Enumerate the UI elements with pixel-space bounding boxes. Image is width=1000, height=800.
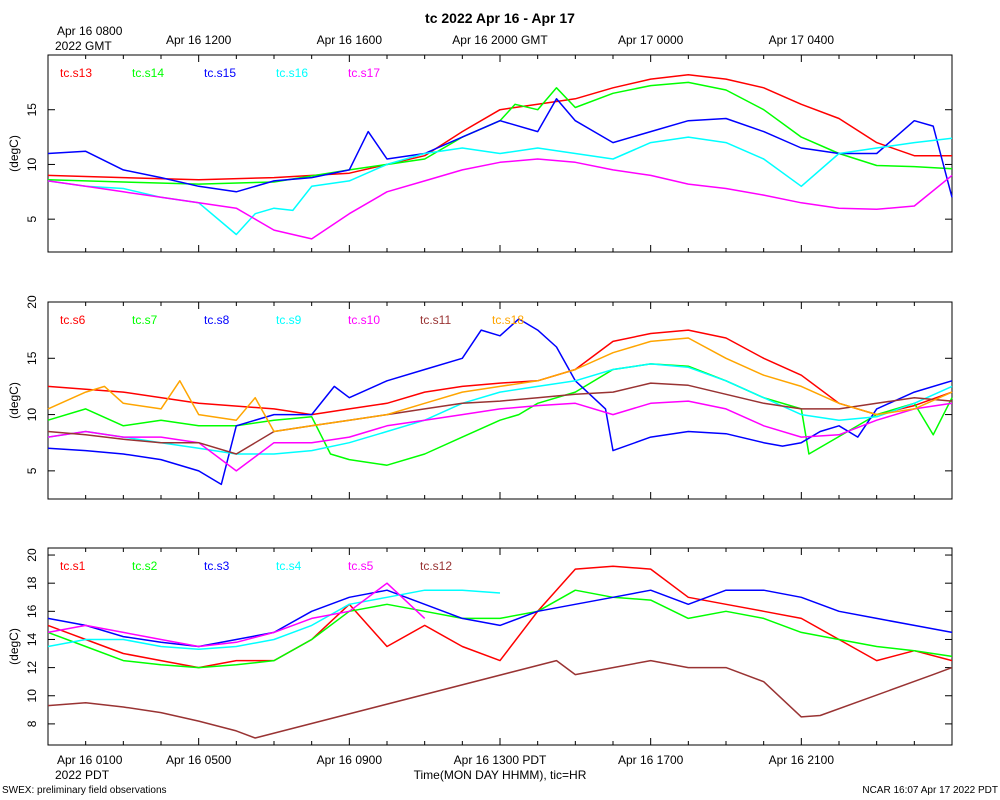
- series-line-tc-s15: [47, 98, 953, 198]
- series-line-tc-s11: [47, 382, 953, 455]
- pdt-prefix: 2022 PDT: [55, 768, 110, 782]
- gmt-tick-label: Apr 16 1200: [166, 33, 232, 47]
- series-line-tc-s5: [47, 582, 426, 648]
- panel-2: 5 10 15 20 (degC) tc.s6 tc.s7 tc.s8 tc.s9 tc.s10 t…: [7, 295, 953, 500]
- y-axis-label: (degC): [7, 382, 21, 419]
- gmt-tick-label: Apr 17 0400: [769, 33, 835, 47]
- gmt-prefix: 2022 GMT: [55, 39, 112, 53]
- series-line-tc-s6: [47, 329, 953, 416]
- pdt-tick-label: Apr 16 1300 PDT: [454, 753, 547, 767]
- series-line-tc-s9: [47, 363, 953, 455]
- legend-tc-s18: tc.s18: [492, 313, 524, 327]
- legend-tc-s8: tc.s8: [204, 313, 230, 327]
- y-tick-label: 18: [25, 576, 39, 590]
- series-line-tc-s4: [47, 589, 501, 651]
- y-tick-label: 20: [25, 548, 39, 562]
- legend-tc-s4: tc.s4: [276, 559, 302, 573]
- legend-tc-s12: tc.s12: [420, 559, 452, 573]
- pdt-tick-label: Apr 16 2100: [769, 753, 835, 767]
- y-axis-label: (degC): [7, 628, 21, 665]
- legend-tc-s16: tc.s16: [276, 66, 308, 80]
- legend-tc-s15: tc.s15: [204, 66, 236, 80]
- chart-title: tc 2022 Apr 16 - Apr 17: [425, 10, 575, 26]
- y-tick-label: 8: [25, 720, 39, 727]
- pdt-tick-label: Apr 16 0900: [317, 753, 383, 767]
- legend-tc-s1: tc.s1: [60, 559, 86, 573]
- y-tick-label: 10: [25, 689, 39, 703]
- y-tick-label: 16: [25, 604, 39, 618]
- series-line-tc-s16: [47, 136, 953, 236]
- x-axis-label: Time(MON DAY HHMM), tic=HR: [414, 768, 587, 782]
- series-line-tc-s18: [47, 337, 953, 433]
- legend-tc-s10: tc.s10: [348, 313, 380, 327]
- y-tick-label: 15: [25, 103, 39, 117]
- pdt-tick-label: Apr 16 0100: [57, 753, 123, 767]
- footer-right: NCAR 16:07 Apr 17 2022 PDT: [862, 785, 998, 796]
- legend-tc-s6: tc.s6: [60, 313, 86, 327]
- y-axis-label: (degC): [7, 135, 21, 172]
- legend-tc-s5: tc.s5: [348, 559, 374, 573]
- panel-3: 8 10 12 14 16 18 20 (degC) tc.s1 tc.s2 tc.s3 tc.s4 t…: [7, 547, 953, 746]
- gmt-tick-label: Apr 16 2000 GMT: [452, 33, 548, 47]
- y-tick-label: 10: [25, 157, 39, 171]
- y-tick-label: 15: [25, 351, 39, 365]
- legend-tc-s17: tc.s17: [348, 66, 380, 80]
- series-line-tc-s7: [47, 363, 953, 466]
- series-line-tc-s2: [47, 589, 953, 669]
- y-tick-label: 14: [25, 632, 39, 646]
- y-tick-label: 12: [25, 661, 39, 675]
- series-line-tc-s12: [47, 659, 953, 739]
- gmt-tick-label: Apr 16 1600: [317, 33, 383, 47]
- series-line-tc-s17: [47, 158, 953, 240]
- pdt-tick-label: Apr 16 1700: [618, 753, 684, 767]
- y-tick-label: 5: [25, 216, 39, 223]
- gmt-tick-label: Apr 17 0000: [618, 33, 684, 47]
- y-tick-label: 5: [25, 467, 39, 474]
- y-tick-label: 10: [25, 408, 39, 422]
- series-line-tc-s10: [47, 400, 953, 472]
- legend-tc-s11: tc.s11: [420, 313, 451, 327]
- legend-tc-s7: tc.s7: [132, 313, 158, 327]
- series-line-tc-s14: [47, 81, 953, 185]
- gmt-tick-label: Apr 16 0800: [57, 24, 123, 38]
- legend-tc-s14: tc.s14: [132, 66, 164, 80]
- series-line-tc-s1: [47, 565, 953, 669]
- legend-tc-s2: tc.s2: [132, 559, 158, 573]
- series-line-tc-s13: [47, 73, 952, 181]
- pdt-tick-label: Apr 16 0500: [166, 753, 232, 767]
- legend-tc-s13: tc.s13: [60, 66, 92, 80]
- legend-tc-s9: tc.s9: [276, 313, 302, 327]
- footer-left: SWEX: preliminary field observations: [2, 785, 167, 796]
- y-tick-label: 20: [25, 295, 39, 309]
- legend-tc-s3: tc.s3: [204, 559, 230, 573]
- panel-1: 5 10 15 (degC) tc.s13 tc.s14 tc.s15 tc.s16 tc.s1…: [7, 54, 953, 253]
